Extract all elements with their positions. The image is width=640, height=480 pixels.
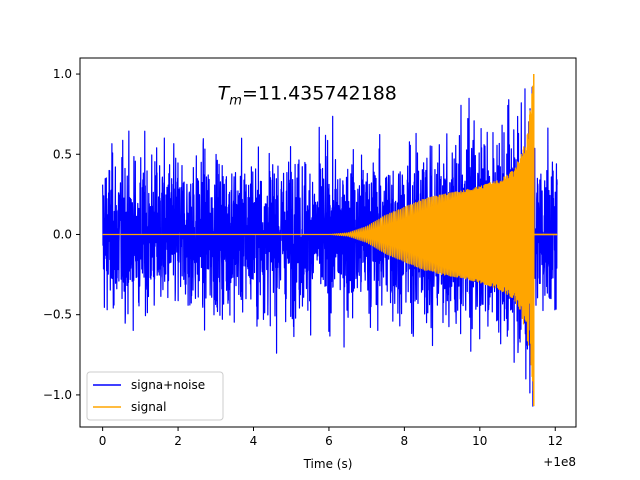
x-tick-label: 12	[548, 434, 563, 448]
y-axis-ticks: −1.0 −0.5 0.0 0.5 1.0	[43, 67, 80, 402]
y-tick-label: −1.0	[43, 388, 72, 402]
annotation-value: =11.435742188	[242, 83, 397, 105]
y-tick-label: 0.5	[53, 147, 72, 161]
x-offset-label: +1e8	[543, 455, 576, 469]
annotation-symbol: T	[218, 83, 231, 105]
y-tick-label: 0.0	[53, 227, 72, 241]
merger-time-annotation: Tm=11.435742188	[218, 83, 397, 109]
y-tick-label: 1.0	[53, 67, 72, 81]
legend-box	[86, 371, 224, 421]
plot-frame	[79, 57, 577, 428]
x-tick-label: 8	[401, 434, 409, 448]
y-tick-label: −0.5	[43, 308, 72, 322]
x-axis-ticks: 0 2 4 6 8 10 12	[99, 427, 563, 448]
annotation-subscript: m	[229, 94, 242, 109]
x-tick-label: 10	[472, 434, 487, 448]
x-tick-label: 6	[325, 434, 333, 448]
x-tick-label: 4	[250, 434, 258, 448]
x-axis-label: Time (s)	[303, 457, 353, 471]
legend-label-signal: signal	[131, 400, 167, 414]
x-tick-label: 2	[174, 434, 182, 448]
legend: signa+noise signal	[86, 371, 224, 421]
legend-label-signa-noise: signa+noise	[131, 378, 205, 392]
series-layer	[102, 74, 558, 407]
series-line-signal	[102, 85, 558, 392]
x-tick-label: 0	[99, 434, 107, 448]
